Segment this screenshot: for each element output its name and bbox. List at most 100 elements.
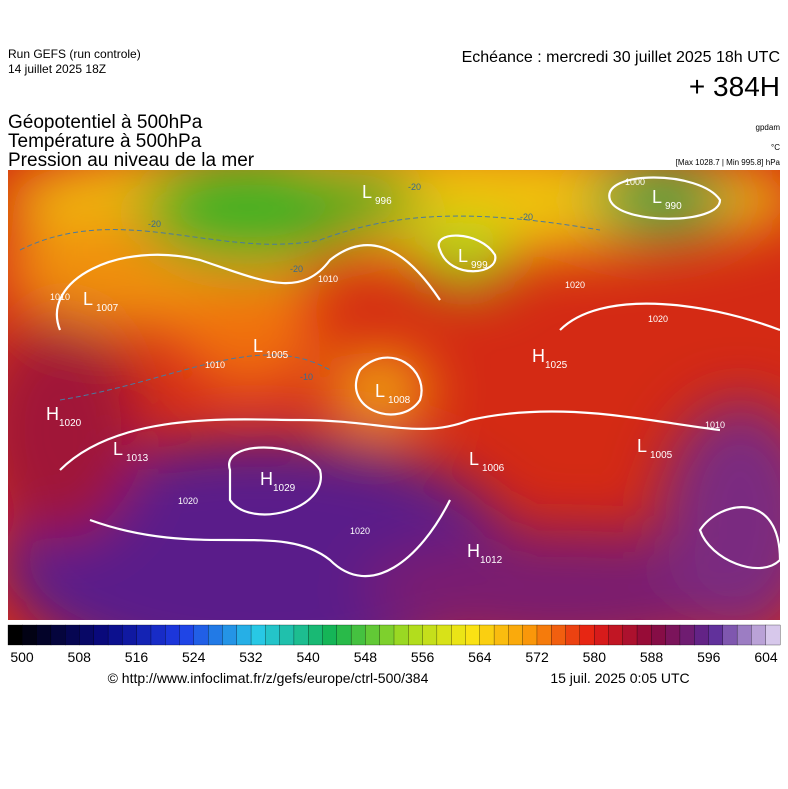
colorbar-tick-label: 604 bbox=[754, 649, 778, 665]
colorbar-swatch bbox=[665, 624, 681, 646]
colorbar-swatch bbox=[408, 624, 424, 646]
colorbar-swatch bbox=[265, 624, 281, 646]
center-value: 1013 bbox=[126, 453, 149, 464]
colorbar-tick-label: 564 bbox=[468, 649, 492, 665]
center-type: H bbox=[260, 469, 273, 489]
center-value: 1029 bbox=[273, 483, 296, 494]
colorbar-tick-label: 500 bbox=[10, 649, 34, 665]
center-type: L bbox=[637, 436, 647, 456]
unit-2: °C bbox=[771, 143, 780, 152]
center-type: L bbox=[362, 182, 372, 202]
colorbar-swatch bbox=[736, 624, 752, 646]
colorbar-swatch bbox=[165, 624, 181, 646]
colorbar-swatch bbox=[493, 624, 509, 646]
center-value: 1007 bbox=[96, 303, 119, 314]
colorbar-swatch bbox=[465, 624, 481, 646]
colorbar-swatch bbox=[622, 624, 638, 646]
colorbar-swatch bbox=[451, 624, 466, 646]
lead-time: + 384H bbox=[689, 71, 780, 102]
colorbar-swatch bbox=[522, 624, 538, 646]
center-value: 1005 bbox=[650, 450, 673, 461]
run-date: 14 juillet 2025 18Z bbox=[8, 62, 106, 76]
isobar-label: 1020 bbox=[648, 314, 668, 324]
colorbar-swatch bbox=[551, 624, 567, 646]
colorbar-swatch bbox=[436, 624, 452, 646]
center-type: L bbox=[652, 187, 662, 207]
colorbar-swatch bbox=[636, 624, 652, 646]
colorbar-swatch bbox=[179, 624, 195, 646]
colorbar-swatch bbox=[65, 624, 80, 646]
colorbar-tick-label: 596 bbox=[697, 649, 721, 665]
colorbar-swatch bbox=[93, 624, 109, 646]
center-value: 999 bbox=[471, 260, 488, 271]
contour-labels: 1010 1020 1020 1010 1020 1010 1020 1010 1000 -20 -… bbox=[50, 177, 725, 536]
colorbar-swatch bbox=[322, 624, 338, 646]
center-type: L bbox=[253, 336, 263, 356]
colorbar-swatch bbox=[193, 624, 209, 646]
colorbar-swatch bbox=[679, 624, 695, 646]
run-label: Run GEFS (run controle) bbox=[8, 47, 141, 61]
title-3: Pression au niveau de la mer bbox=[8, 150, 255, 171]
title-2: Température à 500hPa bbox=[8, 131, 202, 152]
isobar-label: 1010 bbox=[318, 274, 338, 284]
colorbar-swatch bbox=[751, 624, 767, 646]
center-value: 1008 bbox=[388, 395, 411, 406]
colorbar: 500 508 516 524 532 540 548 556 564 572 580 588 596 6… bbox=[7, 624, 781, 665]
center-value: 1020 bbox=[59, 418, 82, 429]
colorbar-swatch bbox=[279, 624, 295, 646]
center-value: 996 bbox=[375, 196, 392, 207]
temperature-label: -20 bbox=[408, 182, 421, 192]
colorbar-swatch bbox=[107, 624, 123, 646]
isobar-label: 1000 bbox=[625, 177, 645, 187]
colorbar-swatch bbox=[293, 624, 309, 646]
title-1: Géopotentiel à 500hPa bbox=[8, 112, 203, 133]
isobar-label: 1020 bbox=[178, 496, 198, 506]
unit-3: [Max 1028.7 | Min 995.8] hPa bbox=[676, 158, 781, 167]
temperature-label: -20 bbox=[520, 212, 533, 222]
colorbar-tick-label: 588 bbox=[640, 649, 664, 665]
center-type: L bbox=[83, 289, 93, 309]
temperature-label: -20 bbox=[290, 264, 303, 274]
map bbox=[8, 170, 780, 620]
colorbar-tick-label: 540 bbox=[296, 649, 320, 665]
colorbar-swatch bbox=[479, 624, 495, 646]
colorbar-swatch bbox=[36, 624, 52, 646]
colorbar-swatch bbox=[422, 624, 438, 646]
colorbar-swatch bbox=[207, 624, 223, 646]
colorbar-swatch bbox=[536, 624, 552, 646]
colorbar-swatch bbox=[236, 624, 252, 646]
colorbar-swatch bbox=[250, 624, 266, 646]
colorbar-swatch bbox=[651, 624, 667, 646]
colorbar-swatch bbox=[694, 624, 709, 646]
colorbar-swatch bbox=[579, 624, 595, 646]
center-value: 1012 bbox=[480, 555, 503, 566]
center-value: 1006 bbox=[482, 463, 505, 474]
colorbar-tick-label: 532 bbox=[239, 649, 263, 665]
center-value: 990 bbox=[665, 201, 682, 212]
colorbar-swatch bbox=[508, 624, 524, 646]
colorbar-swatch bbox=[7, 624, 23, 646]
colorbar-tick-label: 572 bbox=[525, 649, 549, 665]
colorbar-swatch bbox=[393, 624, 409, 646]
colorbar-tick-label: 548 bbox=[354, 649, 378, 665]
center-type: L bbox=[458, 246, 468, 266]
footer-date: 15 juil. 2025 0:05 UTC bbox=[550, 670, 689, 686]
colorbar-swatch bbox=[565, 624, 581, 646]
center-type: H bbox=[46, 404, 59, 424]
colorbar-swatch bbox=[365, 624, 381, 646]
center-type: H bbox=[467, 541, 480, 561]
colorbar-swatch bbox=[222, 624, 238, 646]
colorbar-swatch bbox=[350, 624, 366, 646]
colorbar-swatch bbox=[708, 624, 724, 646]
footer-url: © http://www.infoclimat.fr/z/gefs/europe… bbox=[108, 670, 429, 686]
colorbar-tick-label: 524 bbox=[182, 649, 206, 665]
colorbar-swatch bbox=[22, 624, 38, 646]
center-value: 1005 bbox=[266, 350, 289, 361]
temperature-label: -10 bbox=[300, 372, 313, 382]
colorbar-swatch bbox=[50, 624, 66, 646]
colorbar-tick-label: 508 bbox=[68, 649, 92, 665]
isobar-label: 1020 bbox=[565, 280, 585, 290]
colorbar-tick-label: 516 bbox=[125, 649, 149, 665]
